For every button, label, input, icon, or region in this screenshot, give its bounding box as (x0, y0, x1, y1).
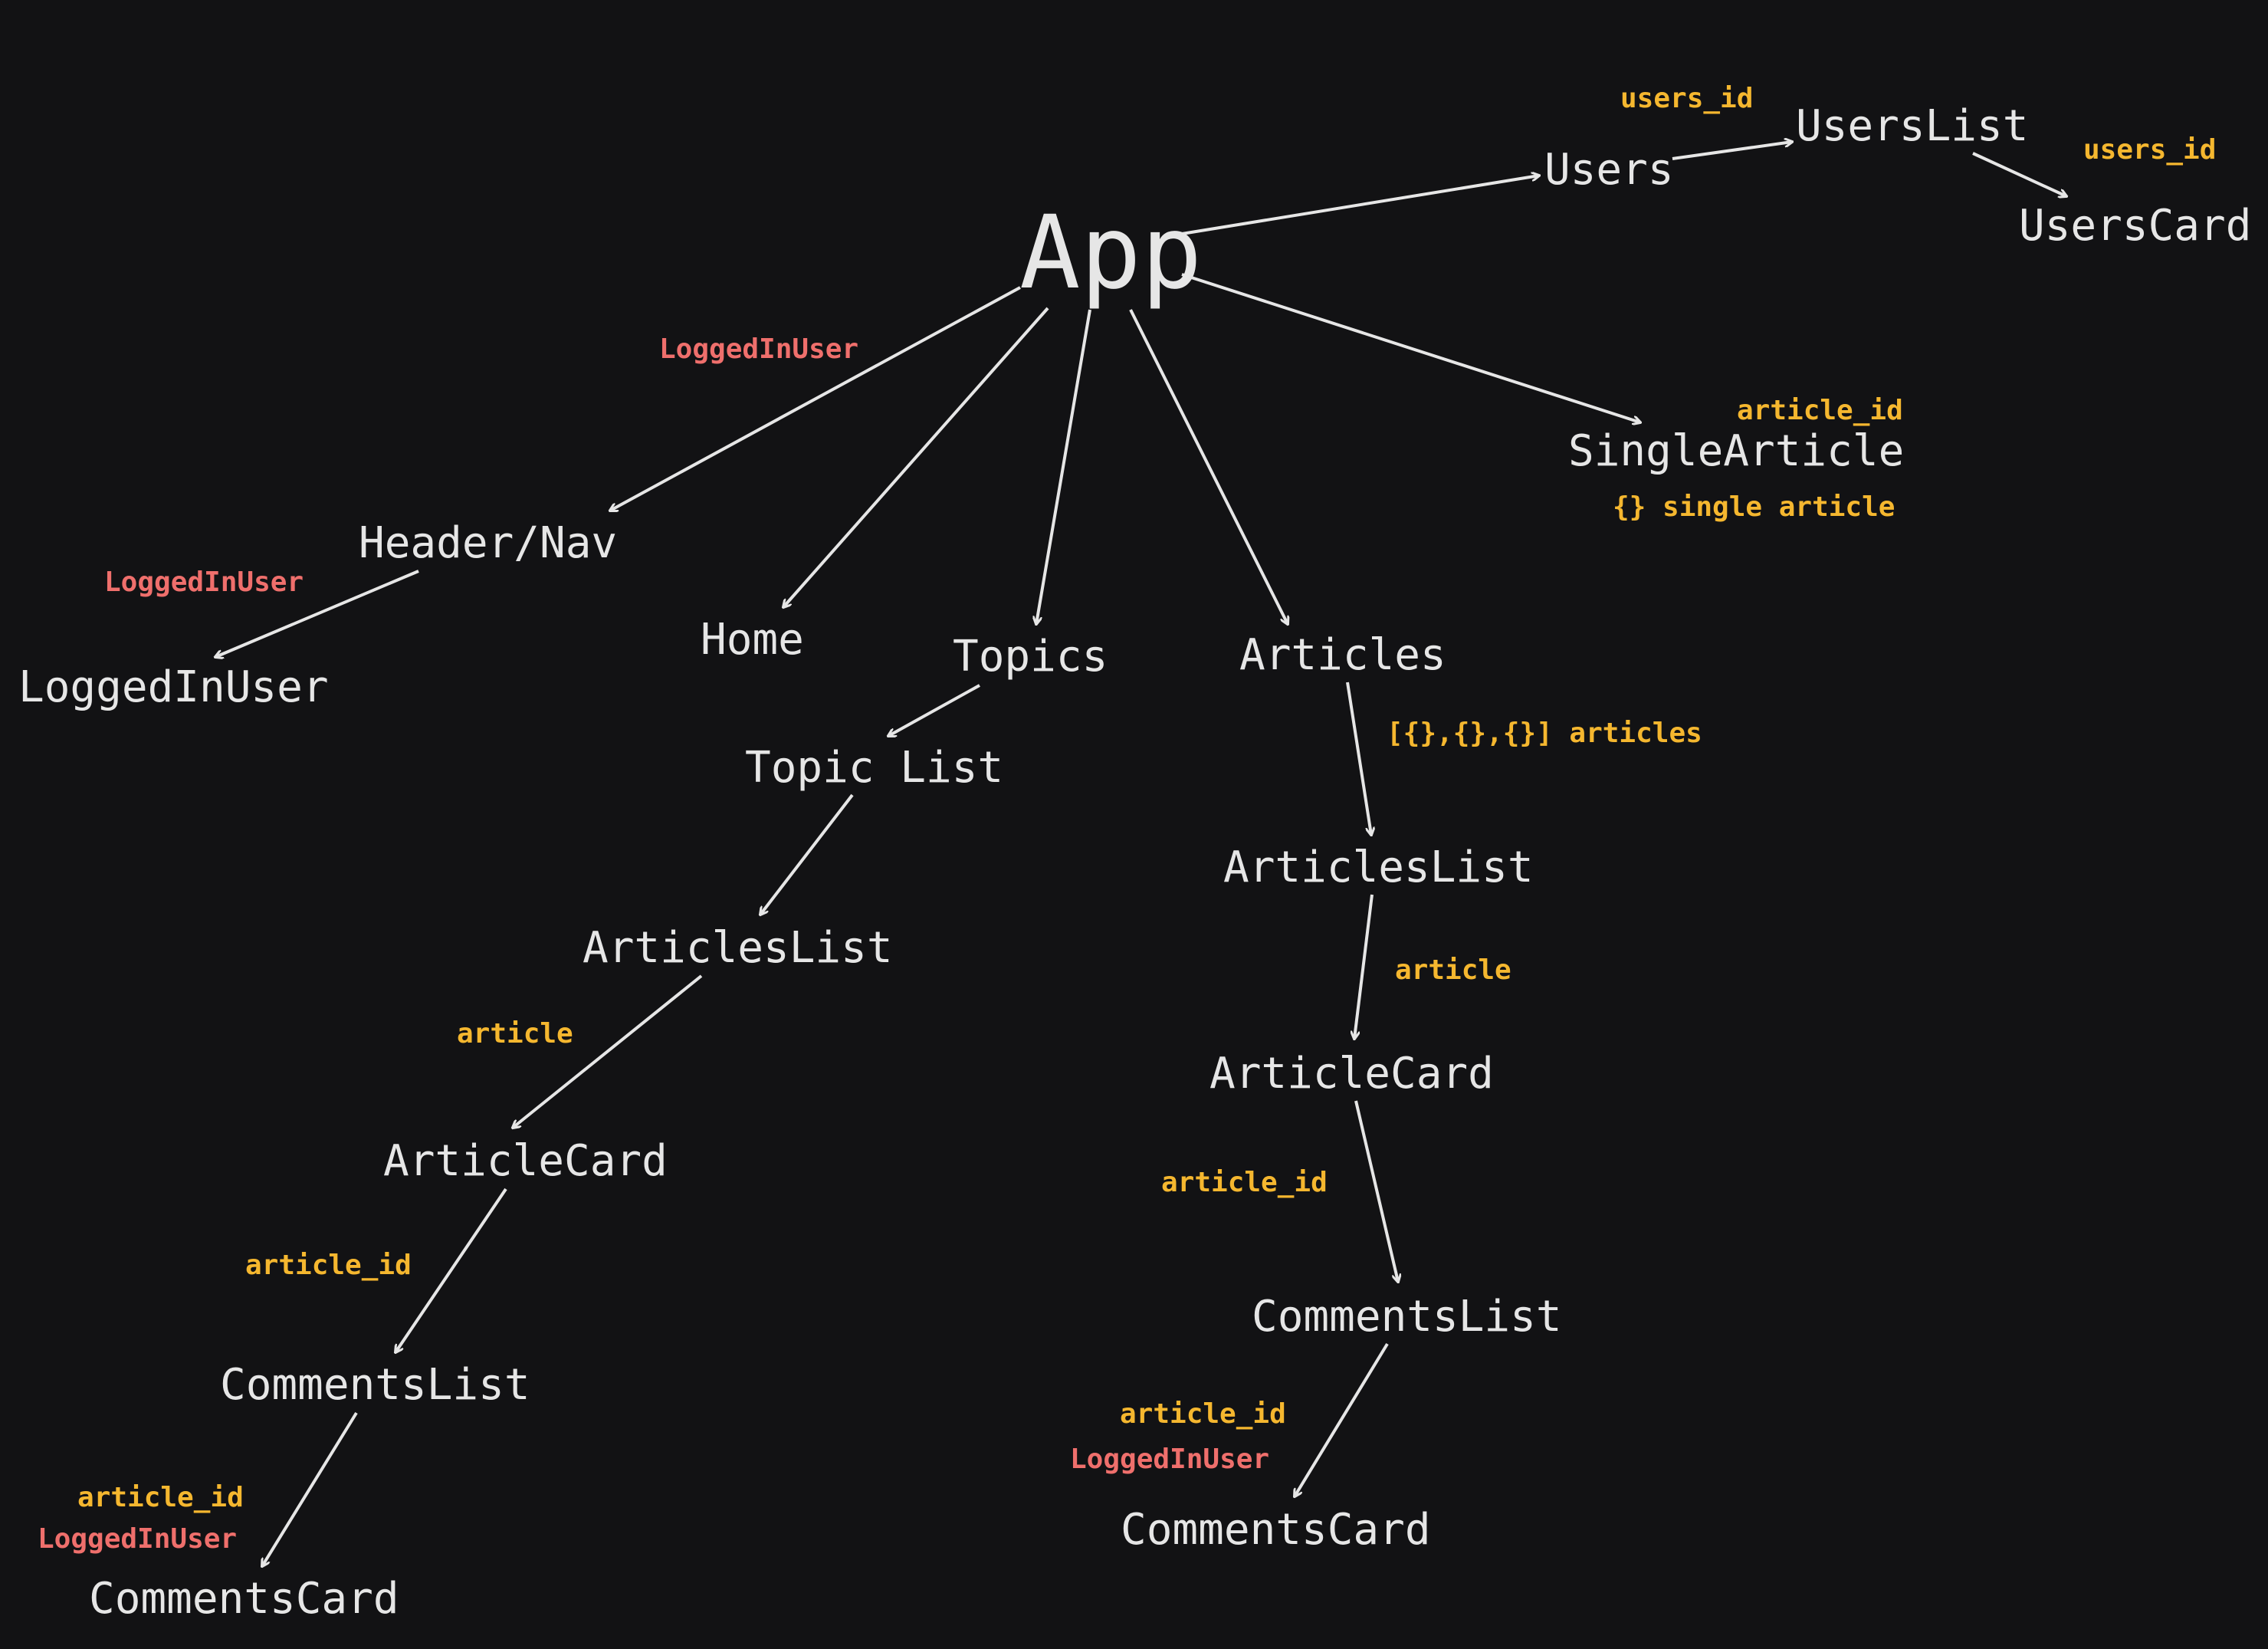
label-topics-comments-logged-in-user: LoggedInUser (38, 1523, 237, 1555)
node-topics-comments-list: CommentsList (220, 1360, 530, 1410)
edge-topics-articleslist-articlecard (513, 974, 703, 1128)
edge-topics-articlecard-commentslist (396, 1187, 507, 1352)
node-header-nav: Header/Nav (359, 518, 617, 568)
edge-app-header (610, 286, 1021, 511)
edge-topics-topiclist (888, 684, 980, 736)
node-articles-comments-list: CommentsList (1252, 1292, 1562, 1342)
edge-articles-commentslist-commentscard (1295, 1342, 1389, 1496)
node-topics: Topics (953, 632, 1108, 682)
label-topics-article-id: article_id (245, 1250, 412, 1281)
label-topics-comments-article-id: article_id (77, 1482, 244, 1513)
label-single-article-object: {} single article (1613, 491, 1895, 523)
node-articles-article-card: ArticleCard (1209, 1049, 1494, 1099)
edge-articles-articleslist (1346, 682, 1371, 835)
node-single-article: SingleArticle (1568, 426, 1904, 476)
edge-app-topics (1036, 309, 1091, 624)
node-topics-articles-list: ArticlesList (583, 923, 893, 973)
node-logged-in-user: LoggedInUser (18, 662, 329, 712)
label-articles-comments-article-id: article_id (1120, 1398, 1286, 1430)
edge-articles-articleslist-articlecard (1354, 894, 1374, 1039)
label-header-logged-in-user: LoggedInUser (104, 567, 304, 598)
node-home: Home (701, 615, 804, 665)
edge-users-userslist (1672, 142, 1792, 160)
node-articles: Articles (1239, 630, 1446, 680)
node-topic-list: Topic List (745, 743, 1003, 793)
edge-topics-commentslist-commentscard (262, 1411, 358, 1566)
node-articles-comments-card: CommentsCard (1121, 1505, 1431, 1555)
node-app: App (1019, 194, 1202, 312)
edge-app-articles (1129, 309, 1288, 624)
node-topics-article-card: ArticleCard (383, 1136, 668, 1186)
label-app-header-logged-in-user: LoggedInUser (659, 333, 858, 365)
edge-app-singlearticle (1181, 273, 1640, 422)
label-users-id-2: users_id (2083, 134, 2216, 166)
label-single-article-id: article_id (1737, 395, 1903, 426)
edge-header-loggedinuser (215, 570, 419, 657)
edge-app-users (1181, 176, 1539, 235)
node-articles-articles-list: ArticlesList (1223, 843, 1534, 892)
edge-app-home (783, 307, 1049, 607)
node-topics-comments-card: CommentsCard (89, 1574, 399, 1624)
edges (215, 142, 2066, 1566)
edge-labels: users_id users_id article_id {} single a… (38, 83, 2216, 1555)
edge-topiclist-articleslist (760, 793, 854, 915)
label-users-id-1: users_id (1620, 83, 1753, 114)
edge-articles-articlecard-commentslist (1354, 1100, 1398, 1282)
edge-userslist-userscard (1972, 152, 2066, 196)
label-articles-comments-logged-in-user: LoggedInUser (1070, 1444, 1269, 1475)
label-topics-article: article (457, 1018, 573, 1050)
node-users: Users (1544, 145, 1674, 195)
label-articles-array: [{},{},{}] articles (1387, 718, 1702, 749)
label-articles-article-id: article_id (1161, 1167, 1328, 1198)
label-articles-article: article (1395, 954, 1511, 986)
node-users-list: UsersList (1796, 101, 2028, 151)
node-users-card: UsersCard (2019, 201, 2251, 251)
nodes: App Users UsersList UsersCard SingleArti… (18, 101, 2251, 1624)
